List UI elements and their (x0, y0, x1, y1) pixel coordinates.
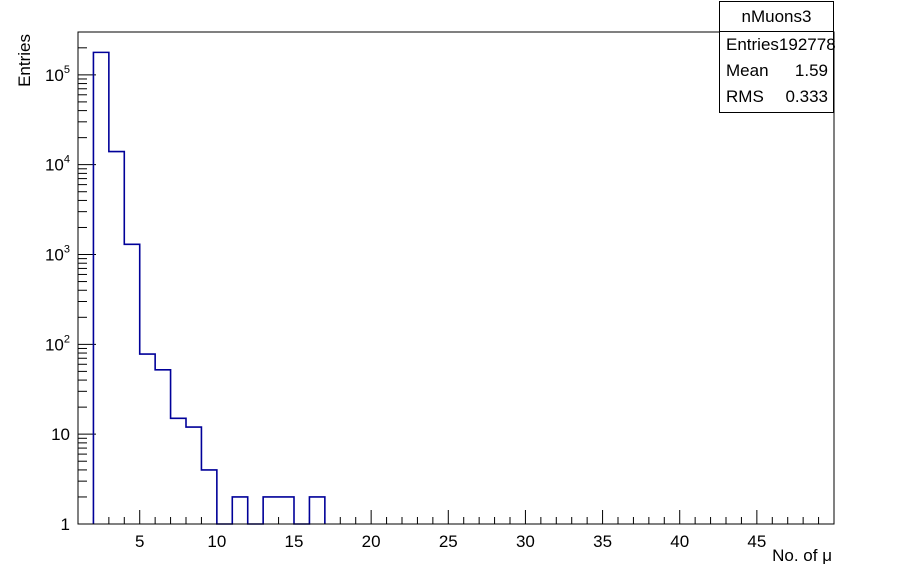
y-tick-label: 10 (51, 425, 70, 444)
stats-label: RMS (726, 87, 764, 106)
histogram-line (92, 51, 326, 525)
stats-label: Entries (726, 35, 779, 54)
plot-frame (77, 31, 835, 525)
x-tick-label: 25 (439, 532, 458, 551)
x-tick-label: 15 (285, 532, 304, 551)
stats-row-rms: RMS 0.333 (720, 84, 833, 110)
y-tick-label: 105 (45, 64, 70, 85)
x-axis-title: No. of μ (772, 546, 832, 565)
y-tick-label: 1 (61, 515, 70, 534)
tick-labels: 5 10 15 20 25 30 35 40 45 1 10 102 103 104 105 (45, 64, 766, 551)
y-tick-label: 102 (45, 333, 70, 354)
y-tick-label: 104 (45, 154, 70, 175)
stats-value: 192778 (778, 35, 836, 54)
stats-row-mean: Mean 1.59 (720, 58, 833, 84)
stats-title: nMuons3 (720, 2, 833, 32)
x-tick-label: 35 (593, 532, 612, 551)
x-tick-label: 40 (670, 532, 689, 551)
stats-row-entries: Entries 192778 (720, 32, 836, 58)
stats-value: 0.333 (785, 87, 828, 106)
x-tick-label: 30 (516, 532, 535, 551)
x-tick-label: 5 (135, 532, 144, 551)
stats-label: Mean (726, 61, 769, 80)
stats-value: 1.59 (794, 61, 828, 80)
x-tick-label: 10 (207, 532, 226, 551)
x-tick-label: 20 (362, 532, 381, 551)
stats-box: nMuons3 Entries 192778 Mean 1.59 RMS 0.3… (719, 1, 836, 113)
y-axis-title: Entries (15, 34, 34, 87)
x-tick-label: 45 (747, 532, 766, 551)
y-tick-label: 103 (45, 244, 70, 265)
